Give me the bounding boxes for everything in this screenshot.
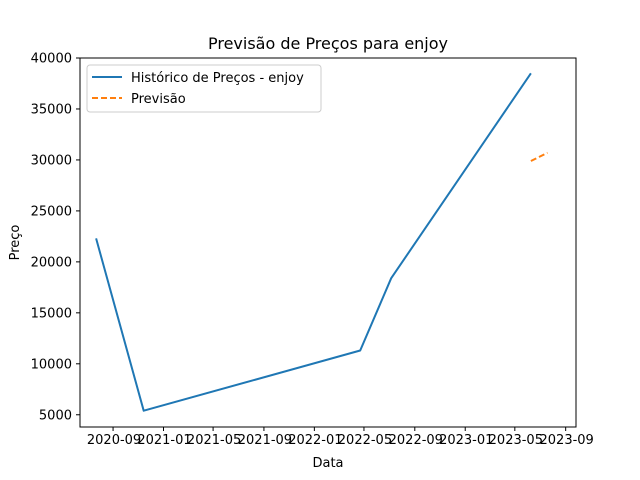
chart-title: Previsão de Preços para enjoy xyxy=(208,34,448,53)
legend-box xyxy=(86,64,322,113)
legend-label-previsao: Previsão xyxy=(131,92,186,107)
x-tick-label: 2020-09 xyxy=(87,433,141,448)
plot-frame xyxy=(79,57,577,428)
x-tick-label: 2022-05 xyxy=(338,433,392,448)
y-tick-label: 30000 xyxy=(31,153,72,168)
y-tick-label: 5000 xyxy=(39,408,72,423)
y-tick-label: 20000 xyxy=(31,255,72,270)
series-layer xyxy=(95,72,548,412)
y-tick-label: 15000 xyxy=(31,306,72,321)
x-axis-label: Data xyxy=(312,456,343,471)
y-axis-ticks: 5000 10000 15000 20000 25000 30000 35000 40000 xyxy=(31,52,80,423)
x-tick-label: 2021-01 xyxy=(137,433,191,448)
legend: Histórico de Preços - enjoy Previsão xyxy=(86,64,322,113)
series-line-0 xyxy=(95,72,532,412)
x-tick-label: 2023-09 xyxy=(540,433,594,448)
x-tick-label: 2022-01 xyxy=(288,433,342,448)
x-axis-ticks: 2020-092021-012021-052021-092022-012022-… xyxy=(87,427,594,448)
series-line-1 xyxy=(530,151,548,162)
x-tick-label: 2022-09 xyxy=(389,433,443,448)
y-tick-label: 10000 xyxy=(31,357,72,372)
y-tick-label: 40000 xyxy=(31,52,72,67)
x-tick-label: 2021-05 xyxy=(187,433,241,448)
y-tick-label: 35000 xyxy=(31,102,72,117)
y-tick-label: 25000 xyxy=(31,204,72,219)
legend-label-historico: Histórico de Preços - enjoy xyxy=(131,71,304,86)
x-tick-label: 2021-09 xyxy=(238,433,292,448)
y-axis-label: Preço xyxy=(8,225,23,261)
x-tick-label: 2023-05 xyxy=(489,433,543,448)
x-tick-label: 2023-01 xyxy=(439,433,493,448)
